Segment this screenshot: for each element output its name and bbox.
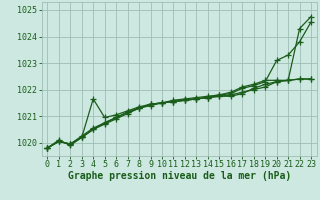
X-axis label: Graphe pression niveau de la mer (hPa): Graphe pression niveau de la mer (hPa)	[68, 171, 291, 181]
